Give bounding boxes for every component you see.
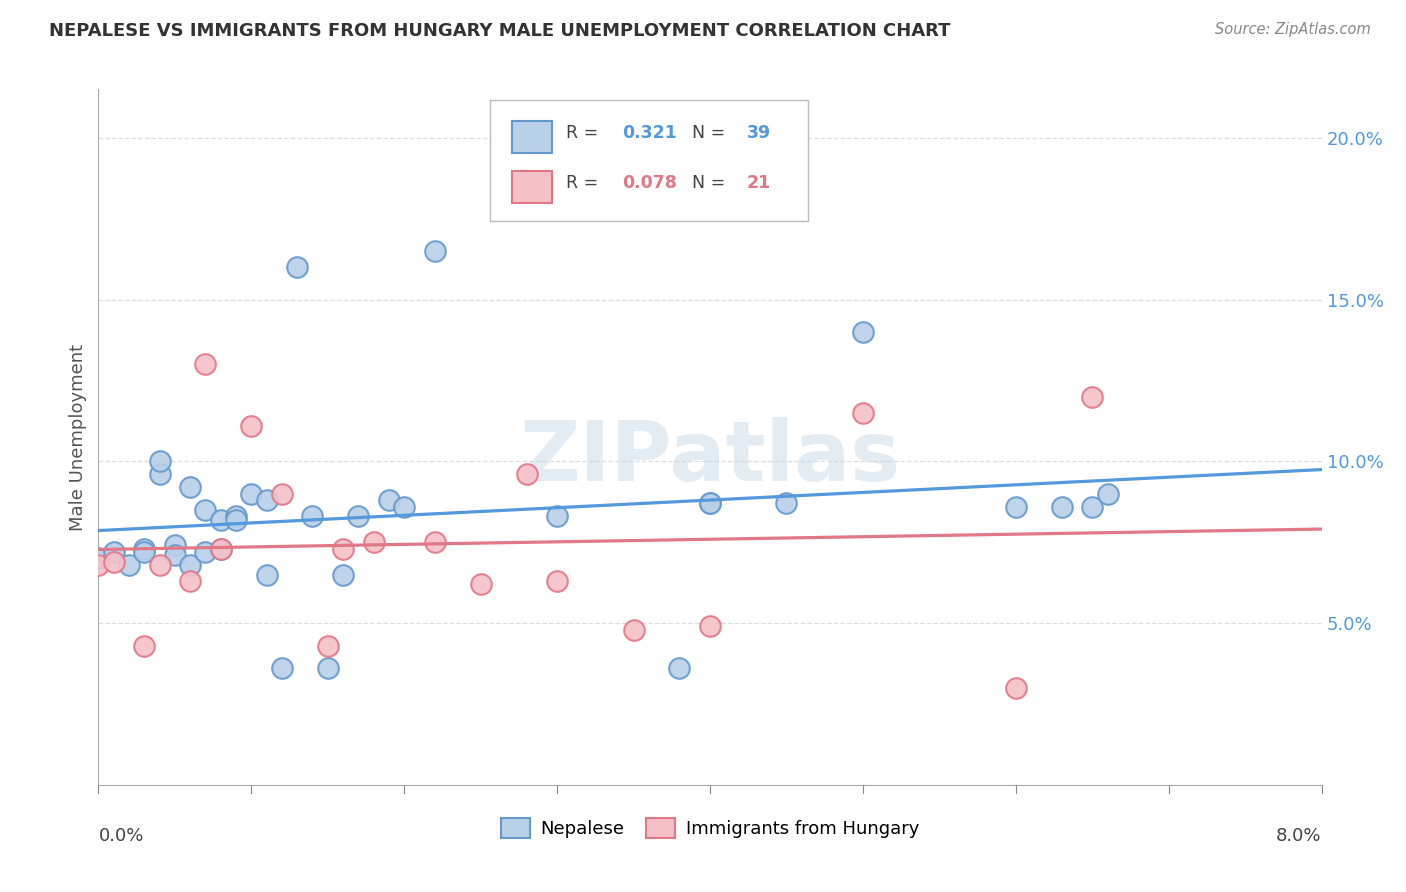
Point (179, 480, 201, 494)
Point (163, 548, 186, 562)
Text: 8.0%: 8.0% (1277, 827, 1322, 845)
Text: ZIPatlas: ZIPatlas (520, 417, 900, 499)
Point (149, 467, 172, 482)
Point (668, 661, 690, 675)
Point (87, 558, 110, 572)
Point (1081, 390, 1104, 404)
Point (516, 467, 538, 482)
Point (103, 545, 125, 559)
Point (256, 567, 278, 582)
Point (623, 623, 645, 637)
Point (378, 493, 401, 508)
Point (332, 541, 354, 556)
Text: R =: R = (565, 124, 598, 142)
Text: R =: R = (565, 174, 598, 192)
Point (225, 513, 247, 527)
Bar (512, 121, 553, 153)
Point (775, 496, 797, 510)
Point (149, 558, 172, 572)
Legend: Nepalese, Immigrants from Hungary: Nepalese, Immigrants from Hungary (494, 811, 927, 846)
Point (316, 661, 339, 675)
Bar (512, 171, 553, 202)
Point (423, 244, 446, 258)
Point (209, 541, 232, 556)
Text: N =: N = (692, 124, 725, 142)
Point (285, 260, 308, 275)
Point (163, 539, 186, 553)
Point (699, 619, 721, 633)
Point (256, 493, 278, 508)
Point (1004, 500, 1026, 514)
Point (1081, 500, 1104, 514)
Point (240, 418, 263, 433)
Point (852, 406, 875, 420)
Point (134, 639, 156, 653)
Point (194, 545, 217, 559)
Point (179, 558, 201, 572)
Text: 0.0%: 0.0% (98, 827, 143, 845)
Point (194, 503, 217, 517)
Point (423, 535, 446, 549)
Point (546, 574, 568, 588)
Text: 0.078: 0.078 (621, 174, 676, 192)
Point (699, 496, 721, 510)
Point (1050, 500, 1073, 514)
Text: 21: 21 (747, 174, 770, 192)
Point (209, 541, 232, 556)
Point (699, 496, 721, 510)
Point (392, 500, 416, 514)
Point (134, 545, 156, 559)
Point (225, 509, 247, 524)
Point (1004, 681, 1026, 695)
Point (363, 535, 385, 549)
Text: 39: 39 (747, 124, 770, 142)
Point (240, 486, 263, 500)
Point (87, 551, 110, 566)
Point (209, 513, 232, 527)
Text: 0.321: 0.321 (621, 124, 676, 142)
Point (118, 558, 141, 572)
Point (179, 574, 201, 588)
Y-axis label: Male Unemployment: Male Unemployment (69, 343, 87, 531)
Point (149, 454, 172, 468)
Point (270, 486, 294, 500)
Point (332, 567, 354, 582)
Text: NEPALESE VS IMMIGRANTS FROM HUNGARY MALE UNEMPLOYMENT CORRELATION CHART: NEPALESE VS IMMIGRANTS FROM HUNGARY MALE… (49, 22, 950, 40)
Point (194, 357, 217, 371)
Text: N =: N = (692, 174, 725, 192)
Point (347, 509, 370, 524)
Point (316, 639, 339, 653)
Point (301, 509, 323, 524)
FancyBboxPatch shape (489, 100, 808, 221)
Point (270, 661, 294, 675)
Point (134, 541, 156, 556)
Point (103, 555, 125, 569)
Point (546, 509, 568, 524)
Text: Source: ZipAtlas.com: Source: ZipAtlas.com (1215, 22, 1371, 37)
Point (470, 577, 492, 591)
Point (852, 325, 875, 339)
Point (1097, 486, 1119, 500)
